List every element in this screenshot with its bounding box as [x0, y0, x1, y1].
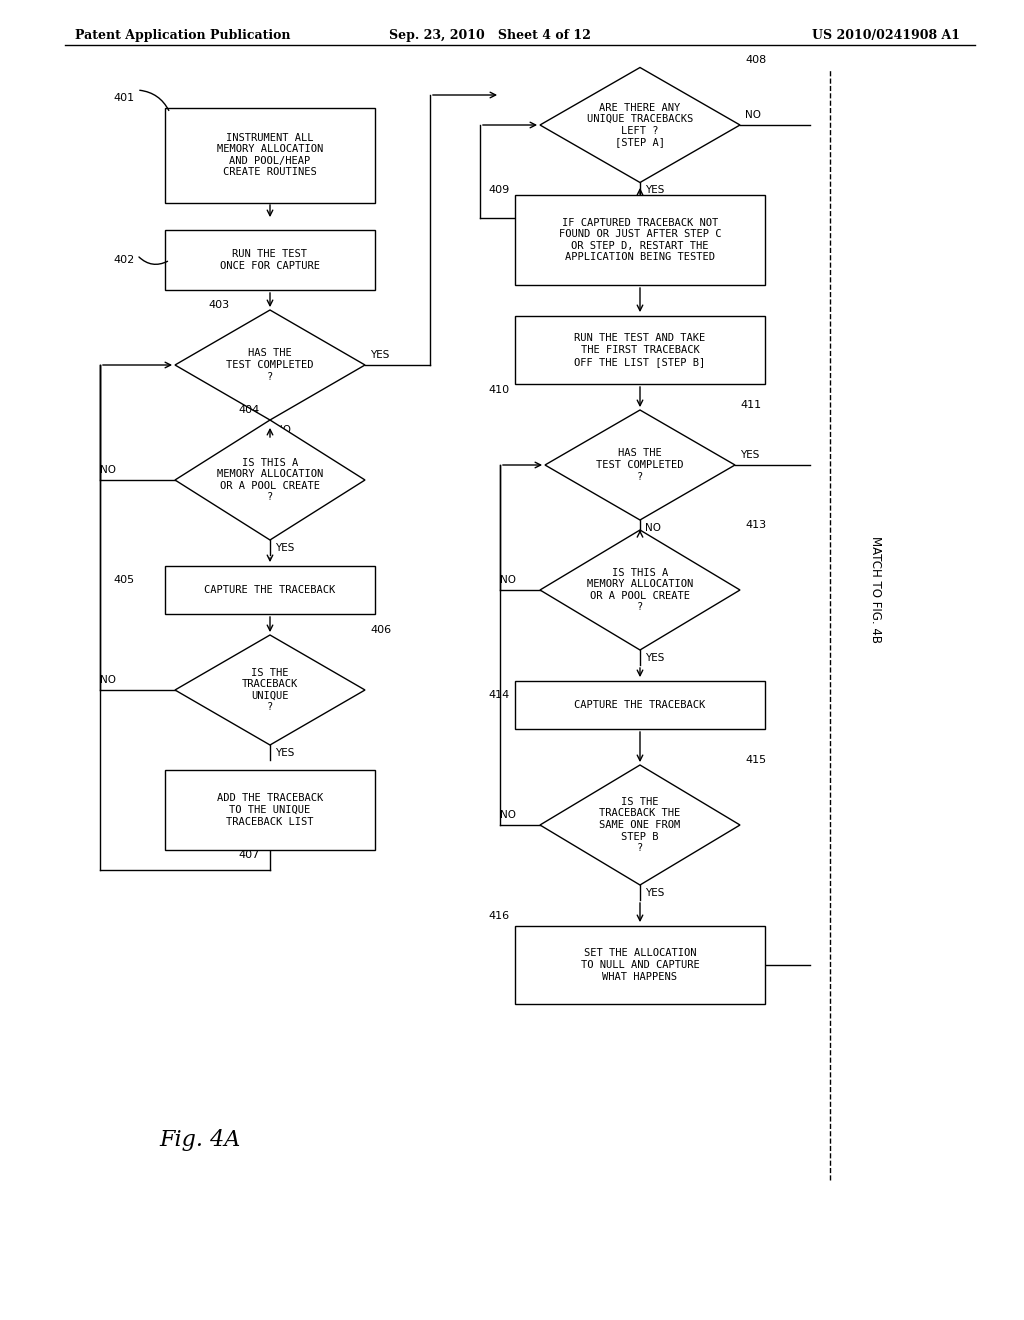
Polygon shape — [175, 310, 365, 420]
FancyBboxPatch shape — [515, 315, 765, 384]
Text: YES: YES — [645, 185, 665, 195]
Polygon shape — [540, 67, 740, 182]
Text: IS THIS A
MEMORY ALLOCATION
OR A POOL CREATE
?: IS THIS A MEMORY ALLOCATION OR A POOL CR… — [587, 568, 693, 612]
Text: 404: 404 — [239, 405, 260, 414]
Text: YES: YES — [275, 543, 294, 553]
Text: CAPTURE THE TRACEBACK: CAPTURE THE TRACEBACK — [574, 700, 706, 710]
Text: NO: NO — [100, 675, 116, 685]
FancyBboxPatch shape — [165, 566, 375, 614]
Text: 409: 409 — [488, 185, 510, 195]
Text: SET THE ALLOCATION
TO NULL AND CAPTURE
WHAT HAPPENS: SET THE ALLOCATION TO NULL AND CAPTURE W… — [581, 948, 699, 982]
Text: ADD THE TRACEBACK
TO THE UNIQUE
TRACEBACK LIST: ADD THE TRACEBACK TO THE UNIQUE TRACEBAC… — [217, 793, 324, 826]
Polygon shape — [175, 635, 365, 744]
Text: YES: YES — [275, 748, 294, 758]
Text: IS THE
TRACEBACK
UNIQUE
?: IS THE TRACEBACK UNIQUE ? — [242, 668, 298, 713]
Text: NO: NO — [500, 810, 516, 820]
Text: 403: 403 — [209, 300, 230, 310]
Text: INSTRUMENT ALL
MEMORY ALLOCATION
AND POOL/HEAP
CREATE ROUTINES: INSTRUMENT ALL MEMORY ALLOCATION AND POO… — [217, 132, 324, 177]
Text: HAS THE
TEST COMPLETED
?: HAS THE TEST COMPLETED ? — [226, 348, 313, 381]
Text: 413: 413 — [745, 520, 766, 531]
Text: CAPTURE THE TRACEBACK: CAPTURE THE TRACEBACK — [205, 585, 336, 595]
Text: Sep. 23, 2010   Sheet 4 of 12: Sep. 23, 2010 Sheet 4 of 12 — [389, 29, 591, 41]
FancyBboxPatch shape — [165, 770, 375, 850]
Text: 401: 401 — [114, 92, 135, 103]
Polygon shape — [545, 411, 735, 520]
Text: IF CAPTURED TRACEBACK NOT
FOUND OR JUST AFTER STEP C
OR STEP D, RESTART THE
APPL: IF CAPTURED TRACEBACK NOT FOUND OR JUST … — [559, 218, 721, 263]
FancyBboxPatch shape — [165, 107, 375, 202]
Polygon shape — [540, 531, 740, 649]
Text: 410: 410 — [488, 385, 510, 395]
Text: 408: 408 — [745, 55, 766, 65]
Text: YES: YES — [370, 350, 389, 360]
Text: IS THE
TRACEBACK THE
SAME ONE FROM
STEP B
?: IS THE TRACEBACK THE SAME ONE FROM STEP … — [599, 797, 681, 853]
Text: 414: 414 — [488, 690, 510, 700]
Text: HAS THE
TEST COMPLETED
?: HAS THE TEST COMPLETED ? — [596, 449, 684, 482]
Text: Fig. 4A: Fig. 4A — [160, 1129, 241, 1151]
Text: 416: 416 — [488, 911, 510, 921]
Text: NO: NO — [100, 465, 116, 475]
Text: IS THIS A
MEMORY ALLOCATION
OR A POOL CREATE
?: IS THIS A MEMORY ALLOCATION OR A POOL CR… — [217, 458, 324, 503]
Text: Patent Application Publication: Patent Application Publication — [75, 29, 291, 41]
Text: 405: 405 — [114, 576, 135, 585]
FancyBboxPatch shape — [165, 230, 375, 290]
Text: MATCH TO FIG. 4B: MATCH TO FIG. 4B — [868, 536, 882, 644]
Text: NO: NO — [745, 110, 761, 120]
FancyBboxPatch shape — [515, 195, 765, 285]
Text: 411: 411 — [740, 400, 761, 411]
Text: 402: 402 — [114, 255, 135, 265]
Text: ARE THERE ANY
UNIQUE TRACEBACKS
LEFT ?
[STEP A]: ARE THERE ANY UNIQUE TRACEBACKS LEFT ? [… — [587, 103, 693, 148]
Text: 406: 406 — [370, 624, 391, 635]
Text: NO: NO — [645, 523, 662, 533]
Text: NO: NO — [500, 576, 516, 585]
Text: YES: YES — [645, 653, 665, 663]
Text: 407: 407 — [239, 850, 260, 861]
Text: RUN THE TEST AND TAKE
THE FIRST TRACEBACK
OFF THE LIST [STEP B]: RUN THE TEST AND TAKE THE FIRST TRACEBAC… — [574, 334, 706, 367]
Polygon shape — [175, 420, 365, 540]
Text: NO: NO — [275, 425, 291, 436]
Polygon shape — [540, 766, 740, 884]
FancyBboxPatch shape — [515, 927, 765, 1005]
Text: 415: 415 — [745, 755, 766, 766]
Text: RUN THE TEST
ONCE FOR CAPTURE: RUN THE TEST ONCE FOR CAPTURE — [220, 249, 319, 271]
Text: YES: YES — [740, 450, 760, 459]
Text: YES: YES — [645, 888, 665, 898]
FancyBboxPatch shape — [515, 681, 765, 729]
Text: US 2010/0241908 A1: US 2010/0241908 A1 — [812, 29, 961, 41]
